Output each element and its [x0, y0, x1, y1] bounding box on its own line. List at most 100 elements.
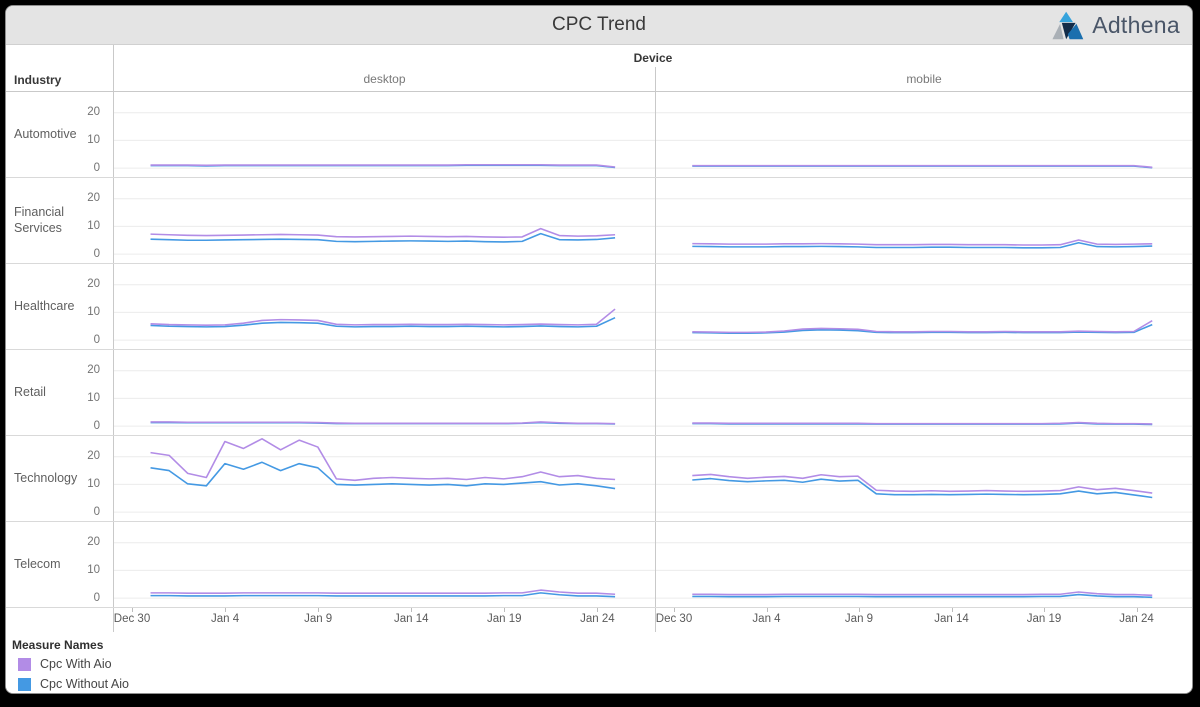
chart-financial-services-mobile[interactable] [655, 178, 1192, 263]
adthena-brand: Adthena [1049, 6, 1180, 44]
y-tick-label: 0 [93, 248, 100, 260]
chart-automotive-desktop[interactable] [113, 92, 655, 177]
cpc-without-aio-line[interactable] [150, 461, 616, 490]
x-tick-mark [597, 608, 599, 612]
cpc-with-aio-line[interactable] [692, 473, 1153, 494]
row-label-financial-services: Financial Services [14, 204, 65, 235]
x-tick-mark [766, 608, 768, 612]
chart-technology-mobile[interactable] [655, 436, 1192, 521]
industry-row-technology: Technology 20 10 0 [6, 436, 1192, 522]
cpc-without-aio-line[interactable] [692, 477, 1153, 499]
row-label-retail: Retail [14, 384, 46, 399]
chart-technology-desktop[interactable] [113, 436, 655, 521]
x-axis-row: Dec 30 Jan 4 Jan 9 Jan 14 Jan 19 Jan 24 Dec 3… [6, 608, 1192, 632]
x-tick-mark [411, 608, 413, 612]
row-label-technology: Technology [14, 470, 78, 485]
cpc-with-aio-line[interactable] [692, 421, 1153, 425]
chart-automotive-mobile[interactable] [655, 92, 1192, 177]
cpc-with-aio-line[interactable] [692, 591, 1153, 597]
chart-healthcare-mobile[interactable] [655, 264, 1192, 349]
trellis-chart: Device Industry desktop mobile Automotiv… [6, 45, 1192, 693]
y-tick-label: 20 [87, 364, 100, 376]
chart-financial-services-desktop[interactable] [113, 178, 655, 263]
industry-row-healthcare: Healthcare 20 10 0 [6, 264, 1192, 350]
row-header-telecom: Telecom 20 10 0 [6, 522, 113, 607]
col-header-mobile: mobile [655, 67, 1192, 91]
cpc-without-aio-line[interactable] [692, 241, 1153, 249]
cpc-without-aio-line[interactable] [150, 232, 616, 243]
row-header-technology: Technology 20 10 0 [6, 436, 113, 521]
row-header-retail: Retail 20 10 0 [6, 350, 113, 435]
y-tick-label: 10 [87, 134, 100, 146]
legend-title: Measure Names [12, 638, 104, 652]
trellis-rows: Automotive 20 10 0 Financial Services 20 10 0 He… [6, 92, 1192, 608]
header-spacer [6, 45, 113, 67]
x-tick-label: Jan 9 [844, 613, 874, 625]
y-axis: 20 10 0 [72, 178, 105, 263]
y-tick-label: 20 [87, 192, 100, 204]
cpc-with-aio-line[interactable] [150, 421, 616, 425]
brand-name: Adthena [1092, 11, 1180, 38]
row-header-financial-services: Financial Services 20 10 0 [6, 178, 113, 263]
industry-dimension-label: Industry [14, 73, 62, 87]
x-tick-mark [859, 608, 860, 612]
y-tick-label: 0 [93, 592, 100, 604]
industry-row-financial-services: Financial Services 20 10 0 [6, 178, 1192, 264]
y-tick-label: 10 [87, 564, 100, 576]
cpc-with-aio-line[interactable] [150, 437, 616, 482]
chart-retail-mobile[interactable] [655, 350, 1192, 435]
title-bar: CPC Trend Adthena [6, 6, 1192, 45]
y-tick-label: 20 [87, 106, 100, 118]
industry-row-retail: Retail 20 10 0 [6, 350, 1192, 436]
x-tick-label: Jan 9 [304, 613, 333, 625]
cpc-with-aio-line[interactable] [150, 227, 616, 238]
cpc-with-aio-line[interactable] [692, 239, 1153, 246]
legend-items: Cpc With Aio Cpc Without Aio [12, 654, 1192, 693]
cpc-with-aio-line[interactable] [150, 308, 616, 326]
legend-label: Cpc With Aio [40, 657, 112, 671]
row-header-healthcare: Healthcare 20 10 0 [6, 264, 113, 349]
dashboard-window: CPC Trend Adthena Device Industry deskto… [5, 5, 1193, 694]
axis-spacer [6, 608, 113, 632]
x-tick-label: Dec 30 [655, 613, 693, 625]
y-tick-label: 10 [87, 220, 100, 232]
x-tick-mark [1044, 608, 1045, 612]
x-tick-label: Jan 4 [752, 613, 781, 625]
chart-telecom-desktop[interactable] [113, 522, 655, 607]
cpc-with-aio-line[interactable] [150, 589, 616, 596]
cpc-with-aio-line[interactable] [692, 164, 1153, 169]
y-axis: 20 10 0 [72, 92, 105, 177]
cpc-without-aio-line[interactable] [692, 323, 1153, 334]
x-tick-label: Jan 19 [1026, 613, 1062, 625]
cpc-without-aio-line[interactable] [150, 592, 616, 598]
x-tick-label: Jan 19 [487, 613, 522, 625]
legend-item-cpc-with-aio[interactable]: Cpc With Aio [12, 654, 1192, 674]
chart-retail-desktop[interactable] [113, 350, 655, 435]
x-tick-label: Jan 4 [210, 613, 240, 625]
y-axis: 20 10 0 [72, 264, 105, 349]
legend-item-cpc-without-aio[interactable]: Cpc Without Aio [12, 674, 1192, 693]
x-tick-mark [674, 608, 675, 612]
x-tick-mark [1136, 608, 1138, 612]
legend-label: Cpc Without Aio [40, 677, 129, 691]
y-tick-label: 20 [87, 278, 100, 290]
chart-telecom-mobile[interactable] [655, 522, 1192, 607]
y-tick-label: 10 [87, 392, 100, 404]
row-label-telecom: Telecom [14, 556, 61, 571]
chart-healthcare-desktop[interactable] [113, 264, 655, 349]
x-tick-mark [318, 608, 320, 612]
legend: Measure Names Cpc With Aio Cpc Without Ai… [6, 632, 1192, 693]
y-tick-label: 0 [93, 506, 100, 518]
cpc-without-aio-line[interactable] [692, 593, 1153, 599]
x-tick-mark [132, 608, 133, 612]
legend-swatch [18, 657, 31, 671]
cpc-with-aio-line[interactable] [150, 163, 616, 168]
row-label-healthcare: Healthcare [14, 298, 75, 313]
cpc-without-aio-line[interactable] [150, 316, 616, 328]
cpc-with-aio-line[interactable] [692, 320, 1153, 334]
y-tick-label: 20 [87, 536, 100, 548]
legend-swatch [18, 677, 31, 691]
x-axis-desktop: Dec 30 Jan 4 Jan 9 Jan 14 Jan 19 Jan 24 [113, 608, 655, 632]
x-tick-label: Dec 30 [113, 613, 151, 625]
y-tick-label: 10 [87, 478, 100, 490]
